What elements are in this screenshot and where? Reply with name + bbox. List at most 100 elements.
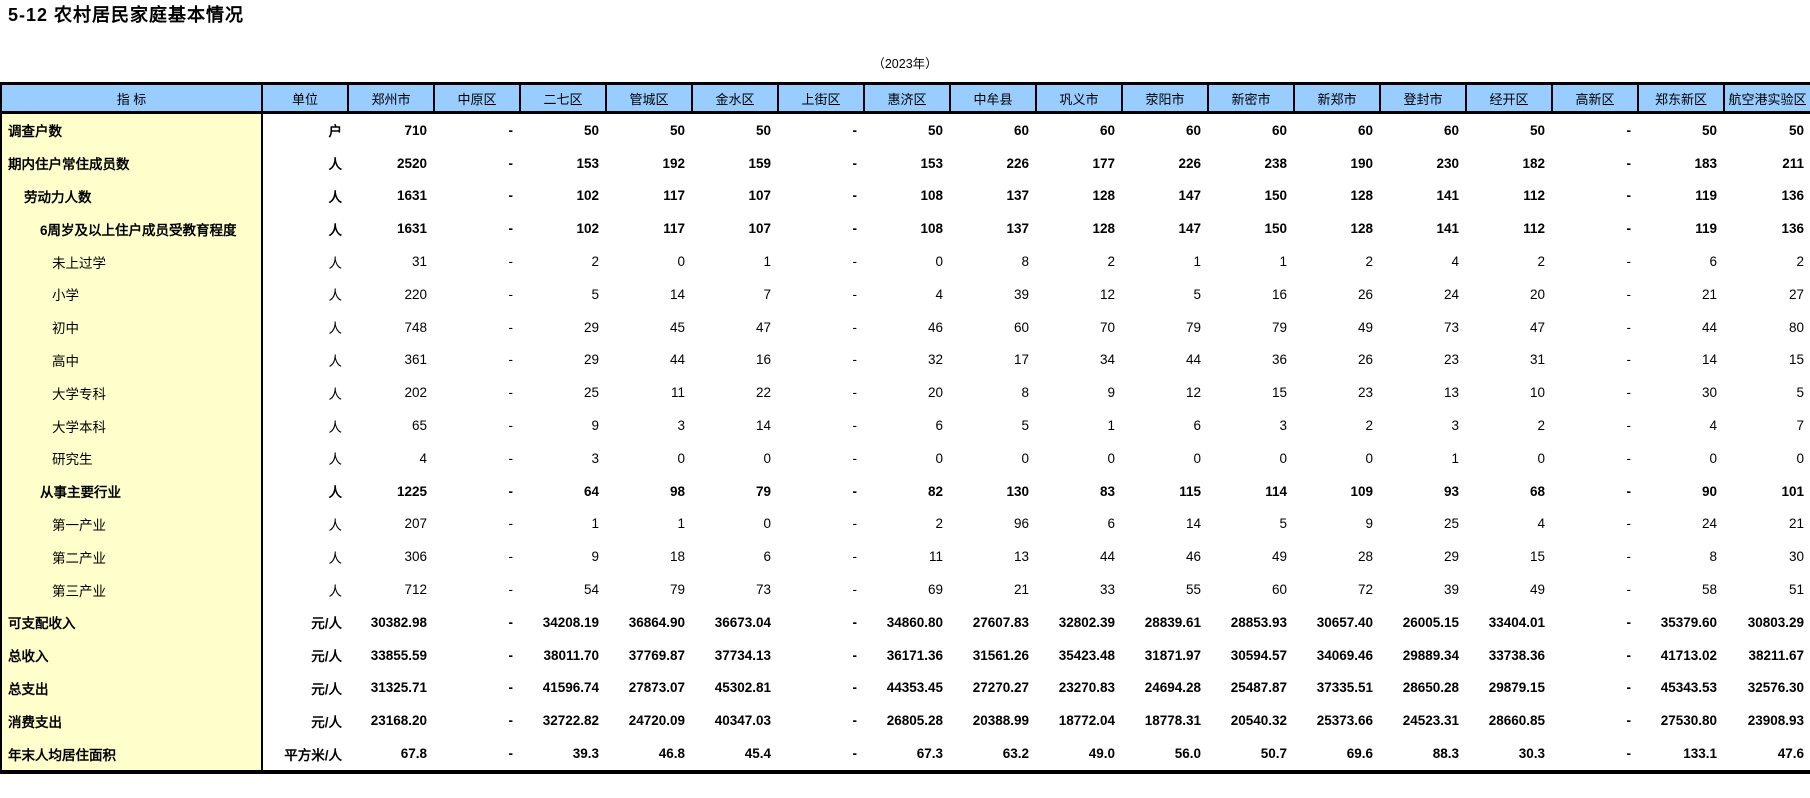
value-cell: 29 (1443, 549, 1459, 565)
value-cell: 230 (1436, 155, 1459, 171)
value-cell: 30 (1788, 549, 1804, 565)
value-cell: 1 (1107, 418, 1115, 434)
value-cell: - (852, 582, 858, 598)
value-cell: 50 (669, 122, 685, 138)
unit-cell: 人 (328, 157, 343, 173)
value-cell: - (508, 746, 514, 762)
value-cell: 36864.90 (628, 614, 685, 630)
value-cell: 49 (1529, 582, 1545, 598)
column-header: 巩义市 (1035, 83, 1122, 114)
indicator-cell: 小学 (1, 277, 263, 311)
value-cell: 4 (1537, 516, 1545, 532)
value-cell: 34208.19 (542, 614, 599, 630)
value-cell: 36171.36 (886, 647, 943, 663)
table-row: 总支出 元/人 31325.71 - 41596.74 27873.07 45302.81 -… (1, 671, 1810, 705)
value-cell: 23 (1357, 385, 1373, 401)
value-cell: 211 (1782, 155, 1804, 171)
value-cell: - (508, 549, 514, 565)
indicator-cell: 调查户数 (1, 112, 263, 147)
value-cell: 4 (935, 286, 943, 302)
value-cell: 361 (404, 352, 427, 368)
value-cell: 60 (1271, 122, 1287, 138)
column-header: 上街区 (777, 83, 864, 114)
value-cell: 183 (1694, 155, 1717, 171)
value-cell: 137 (1006, 188, 1029, 204)
value-cell: 29879.15 (1488, 680, 1545, 696)
indicator-cell: 第一产业 (1, 507, 263, 541)
value-cell: 0 (1279, 450, 1287, 466)
value-cell: 0 (763, 450, 771, 466)
value-cell: 6 (763, 549, 771, 565)
value-cell: 25 (583, 385, 599, 401)
value-cell: 56.0 (1174, 746, 1201, 762)
value-cell: 0 (763, 516, 771, 532)
value-cell: 12 (1099, 286, 1115, 302)
value-cell: - (852, 549, 858, 565)
value-cell: - (852, 680, 858, 696)
unit-cell: 人 (328, 288, 343, 304)
value-cell: 26 (1357, 286, 1373, 302)
column-header: 高新区 (1551, 83, 1638, 114)
indicator-cell: 总支出 (1, 671, 263, 705)
value-cell: 33738.36 (1488, 647, 1545, 663)
value-cell: 108 (920, 221, 943, 237)
value-cell: 27530.80 (1660, 713, 1717, 729)
table-header: 指 标单位 郑州市 中原区 二七区 管城区 金水区 上街区 惠济区 中牟县 巩义市 荥阳市 新密市 新郑… (1, 83, 1810, 114)
value-cell: 34 (1099, 352, 1115, 368)
value-cell: - (508, 155, 514, 171)
value-cell: 31325.71 (370, 680, 427, 696)
value-cell: 159 (748, 155, 771, 171)
value-cell: 202 (404, 385, 427, 401)
value-cell: 30382.98 (370, 614, 427, 630)
value-cell: 47.6 (1777, 746, 1804, 762)
value-cell: 40347.03 (714, 713, 771, 729)
value-cell: 93 (1443, 483, 1459, 499)
value-cell: 141 (1436, 188, 1459, 204)
value-cell: 108 (920, 188, 943, 204)
value-cell: - (508, 483, 514, 499)
value-cell: 1 (1193, 254, 1201, 270)
value-cell: 0 (677, 450, 685, 466)
value-cell: 23 (1443, 352, 1459, 368)
value-cell: 50 (927, 122, 943, 138)
value-cell: 14 (1185, 516, 1201, 532)
value-cell: 153 (576, 155, 599, 171)
value-cell: 712 (404, 582, 427, 598)
value-cell: - (1626, 680, 1632, 696)
value-cell: 14 (669, 286, 685, 302)
value-cell: 101 (1781, 483, 1804, 499)
value-cell: 182 (1522, 155, 1545, 171)
unit-cell: 人 (328, 452, 343, 468)
column-header: 航空港实验区 (1723, 83, 1810, 114)
value-cell: 37734.13 (714, 647, 771, 663)
value-cell: 33404.01 (1488, 614, 1545, 630)
value-cell: - (1626, 746, 1632, 762)
value-cell: 31871.97 (1144, 647, 1201, 663)
value-cell: - (852, 385, 858, 401)
value-cell: 28650.28 (1402, 680, 1459, 696)
value-cell: 49 (1271, 549, 1287, 565)
column-header: 中原区 (433, 83, 520, 114)
value-cell: 2 (1365, 254, 1373, 270)
value-cell: 73 (1443, 319, 1459, 335)
table-row: 大学专科 人 202 - 25 11 22 - 20 8 9 12 15 23 13 10 - 30 5 (1, 376, 1810, 410)
value-cell: 31 (411, 254, 427, 270)
table-row: 第二产业 人 306 - 9 18 6 - 11 13 44 46 49 28 29 15 - 8 30 (1, 540, 1810, 574)
value-cell: 37769.87 (628, 647, 685, 663)
value-cell: 69 (927, 582, 943, 598)
value-cell: - (852, 713, 858, 729)
table-row: 期内住户常住成员数 人 2520 - 153 192 159 - 153 226 177 226 238… (1, 146, 1810, 180)
column-header: 单位 (261, 83, 348, 114)
value-cell: 31 (1529, 352, 1545, 368)
value-cell: 50 (1788, 122, 1804, 138)
value-cell: 102 (576, 188, 599, 204)
value-cell: 18778.31 (1144, 713, 1201, 729)
table-row: 研究生 人 4 - 3 0 0 - 0 0 0 0 0 0 1 0 - 0 0 (1, 441, 1810, 475)
value-cell: 109 (1350, 483, 1373, 499)
value-cell: 20 (927, 385, 943, 401)
value-cell: - (1626, 254, 1632, 270)
value-cell: 28 (1357, 549, 1373, 565)
value-cell: - (852, 516, 858, 532)
indicator-cell: 初中 (1, 310, 263, 344)
value-cell: 60 (1271, 582, 1287, 598)
